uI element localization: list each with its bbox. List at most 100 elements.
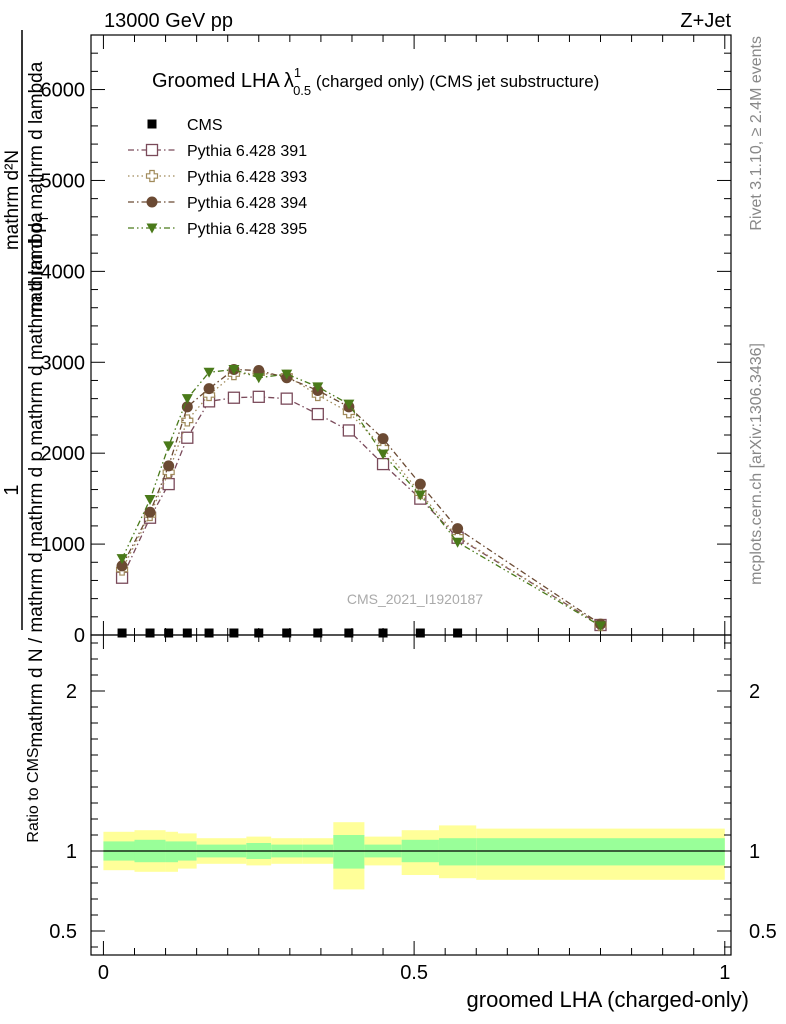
- legend-marker: [146, 223, 158, 234]
- data-point: [280, 392, 293, 405]
- legend-entry: CMS: [147, 117, 223, 134]
- data-point: [116, 560, 128, 572]
- legend-label: Pythia 6.428 391: [187, 143, 307, 160]
- legend-entry: Pythia 6.428 393: [128, 169, 307, 186]
- data-point: [281, 369, 293, 380]
- legend: CMS Pythia 6.428 391 Pythia 6.428 393 Pythi…: [128, 117, 307, 238]
- ratio-y-tick-label: 0.5: [49, 921, 77, 943]
- data-point: [377, 433, 389, 445]
- data-point: [227, 391, 241, 404]
- series-pythia-3: [116, 364, 607, 630]
- series-pythia-1: [115, 390, 607, 632]
- data-point: [164, 628, 174, 638]
- main-title-sub: 0.5: [293, 83, 311, 98]
- data-point: [253, 364, 265, 376]
- main-title: Groomed LHA λ1 0.5 (charged only) (CMS jet…: [152, 65, 599, 98]
- data-point: [414, 490, 426, 501]
- main-title-rest: (charged only) (CMS jet substructure): [311, 72, 599, 91]
- legend-marker: [145, 169, 159, 183]
- data-point: [204, 628, 214, 638]
- data-point: [453, 628, 463, 638]
- ratio-bands: [103, 822, 725, 890]
- data-point: [376, 457, 390, 471]
- x-tick-label: 0.5: [400, 962, 428, 984]
- data-point: [181, 394, 193, 405]
- data-point: [415, 628, 425, 638]
- main-axis-ticks: 0 1000 2000 3000 4000 5000 6000: [41, 35, 731, 647]
- data-point: [282, 628, 292, 638]
- header-right: Z+Jet: [680, 10, 731, 32]
- ylabel-den-sub: T: [37, 214, 51, 222]
- data-point: [182, 628, 192, 638]
- legend-entry: Pythia 6.428 395: [128, 221, 307, 238]
- main-title-sup: 1: [294, 65, 301, 80]
- ylabel-outer-num: 1: [1, 484, 23, 495]
- header-left: 13000 GeV pp: [104, 10, 233, 32]
- main-y-tick-label: 6000: [41, 80, 86, 102]
- rivet-label: Rivet 3.1.10, ≥ 2.4M events: [748, 36, 765, 231]
- series-line: [121, 396, 601, 626]
- data-point: [342, 424, 356, 437]
- x-tick-label: 1: [719, 962, 730, 984]
- legend-entry: Pythia 6.428 391: [128, 143, 307, 160]
- data-point: [311, 407, 324, 421]
- series-pythia-4: [116, 365, 607, 632]
- legend-marker: [147, 119, 157, 129]
- data-point: [313, 628, 323, 638]
- data-point: [378, 628, 388, 638]
- main-ylabel: 1 mathrm d N / mathrm d mathrm d p mathr…: [1, 30, 51, 748]
- legend-label: Pythia 6.428 395: [187, 221, 307, 238]
- mcplots-label: mcplots.cern.ch [arXiv:1306.3436]: [748, 343, 765, 585]
- data-point: [144, 495, 156, 506]
- ylabel-den-a: mathrm d p: [26, 222, 47, 318]
- ylabel-den-b: mathrm d lambda: [26, 61, 47, 215]
- legend-label: CMS: [187, 117, 223, 134]
- data-point: [452, 523, 464, 535]
- ylabel-num: mathrm d²N: [2, 150, 23, 250]
- data-point: [414, 478, 426, 490]
- ratio-ylabel: Ratio to CMS: [25, 747, 42, 842]
- legend-label: Pythia 6.428 394: [187, 195, 307, 212]
- data-point: [252, 390, 265, 403]
- data-point: [181, 414, 194, 427]
- ratio-y-tick-label-right: 2: [749, 681, 760, 703]
- ratio-inner-band: [333, 835, 365, 869]
- legend-marker: [146, 196, 158, 208]
- ylabel-outer-den-a: mathrm d N / mathrm d mathrm d p: [26, 451, 47, 748]
- main-y-tick-label: 1000: [41, 534, 86, 556]
- ylabel-den: mathrm d pT mathrm d lambda: [26, 61, 51, 318]
- main-series-layer: [115, 364, 607, 638]
- data-point: [595, 621, 607, 632]
- legend-marker: [145, 143, 159, 157]
- data-point: [116, 554, 128, 565]
- ratio-inner-band: [476, 838, 725, 866]
- ylabel-outer-den-b: mathrm d mathrm d lambda: [26, 212, 47, 451]
- main-y-tick-label: 3000: [41, 352, 86, 374]
- data-point: [144, 506, 156, 518]
- data-point: [145, 628, 155, 638]
- ylabel-outer-den: mathrm d N / mathrm d mathrm d p mathrm …: [26, 212, 47, 748]
- watermark: CMS_2021_I1920187: [347, 591, 483, 607]
- series-line: [121, 368, 601, 627]
- series-line: [121, 368, 601, 625]
- data-point: [312, 382, 324, 393]
- data-point: [203, 383, 215, 395]
- data-point: [452, 537, 464, 548]
- data-point: [163, 460, 175, 472]
- ratio-y-tick-label-right: 1: [749, 841, 760, 863]
- data-point: [343, 399, 355, 410]
- main-y-tick-label: 5000: [41, 170, 86, 192]
- ratio-y-tick-label-right: 0.5: [749, 921, 777, 943]
- x-tick-label: 0: [98, 962, 109, 984]
- ratio-panel: 0.5 0.5 1 1 2 2 0 0.5 1 Ratio to CMS groomed LHA…: [25, 634, 777, 1012]
- legend-entry: Pythia 6.428 394: [128, 195, 307, 212]
- ratio-frame: [90, 634, 732, 956]
- series-line: [121, 372, 601, 626]
- data-point: [229, 628, 239, 638]
- ratio-y-tick-label: 1: [66, 841, 77, 863]
- legend-label: Pythia 6.428 393: [187, 169, 307, 186]
- series-cms: [117, 628, 463, 638]
- data-point: [117, 628, 127, 638]
